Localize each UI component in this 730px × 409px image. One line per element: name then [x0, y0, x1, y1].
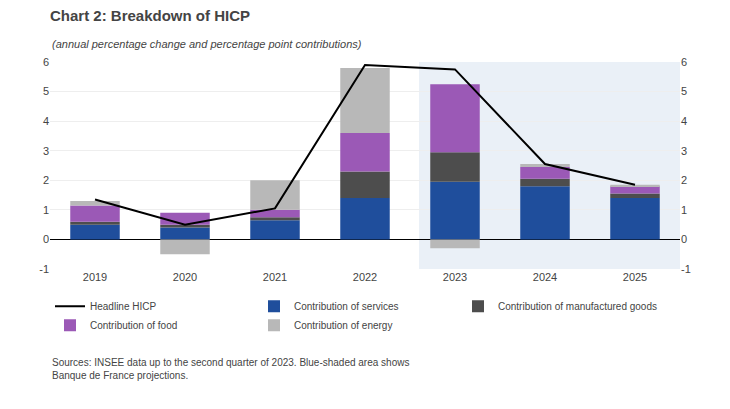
svg-text:3: 3 — [43, 145, 49, 157]
svg-text:4: 4 — [681, 115, 687, 127]
svg-text:4: 4 — [43, 115, 49, 127]
svg-text:2: 2 — [43, 174, 49, 186]
svg-text:2023: 2023 — [443, 271, 467, 283]
svg-text:Contribution of manufactured g: Contribution of manufactured goods — [498, 301, 657, 312]
svg-text:-1: -1 — [39, 263, 49, 275]
svg-text:(annual percentage change and: (annual percentage change and percentage… — [52, 38, 362, 50]
svg-text:0: 0 — [43, 233, 49, 245]
svg-text:1: 1 — [43, 204, 49, 216]
svg-text:-1: -1 — [681, 263, 691, 275]
svg-text:5: 5 — [681, 85, 687, 97]
svg-text:2: 2 — [681, 174, 687, 186]
svg-text:2022: 2022 — [353, 271, 377, 283]
svg-text:5: 5 — [43, 85, 49, 97]
svg-text:Contribution of services: Contribution of services — [294, 301, 399, 312]
svg-text:2021: 2021 — [263, 271, 287, 283]
svg-text:3: 3 — [681, 145, 687, 157]
svg-text:Contribution of food: Contribution of food — [90, 320, 177, 331]
svg-text:2025: 2025 — [623, 271, 647, 283]
svg-text:1: 1 — [681, 204, 687, 216]
svg-text:Chart 2: Breakdown of HICP: Chart 2: Breakdown of HICP — [50, 7, 250, 24]
svg-text:2020: 2020 — [173, 271, 197, 283]
svg-text:2024: 2024 — [533, 271, 557, 283]
svg-text:6: 6 — [43, 56, 49, 68]
svg-text:6: 6 — [681, 56, 687, 68]
svg-text:0: 0 — [681, 233, 687, 245]
svg-text:2019: 2019 — [83, 271, 107, 283]
svg-text:Contribution of energy: Contribution of energy — [294, 320, 392, 331]
svg-text:Headline HICP: Headline HICP — [90, 301, 156, 312]
svg-text:Sources: INSEE data up to the: Sources: INSEE data up to the second qua… — [52, 357, 409, 381]
